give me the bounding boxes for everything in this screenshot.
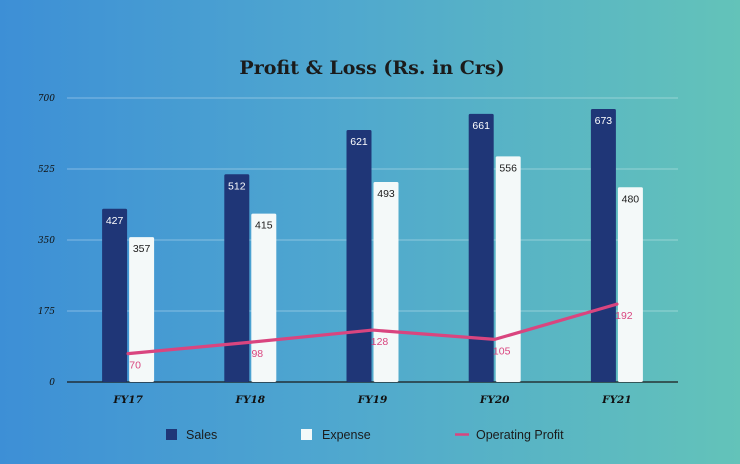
- x-tick-label: FY17: [112, 394, 143, 406]
- data-label-sales: 427: [106, 215, 124, 227]
- operating-profit-line: [126, 302, 619, 356]
- data-label-operating-profit: 128: [371, 336, 389, 348]
- bar-sales: [590, 108, 616, 382]
- y-axis-ticks: 0 175 350 525 700: [38, 94, 55, 388]
- y-tick-label: 350: [38, 236, 55, 246]
- y-tick-label: 0: [49, 378, 55, 388]
- x-tick-label: FY20: [479, 394, 510, 406]
- point-operating-profit: [126, 352, 130, 356]
- data-label-expense: 480: [622, 193, 640, 205]
- data-label-sales: 512: [228, 180, 246, 192]
- point-operating-profit: [371, 328, 374, 332]
- data-label-sales: 661: [472, 120, 490, 132]
- x-tick-label: FY18: [235, 394, 266, 406]
- bar-expense: [373, 181, 399, 382]
- legend-swatch-sales: [166, 429, 177, 440]
- bar-expense: [495, 156, 521, 382]
- grid-lines: [67, 97, 678, 383]
- chart-title: Profit & Loss (Rs. in Crs): [239, 57, 504, 79]
- legend: Sales Expense Operating Profit: [166, 428, 564, 442]
- data-label-sales: 673: [595, 115, 613, 127]
- data-label-operating-profit: 192: [615, 310, 633, 322]
- x-tick-label: FY19: [357, 394, 388, 406]
- data-label-sales: 621: [350, 136, 368, 148]
- y-tick-label: 700: [38, 94, 55, 104]
- bar-sales: [468, 113, 494, 382]
- point-operating-profit: [615, 302, 619, 306]
- x-tick-label: FY21: [601, 394, 632, 406]
- point-operating-profit: [248, 340, 252, 344]
- y-tick-label: 525: [38, 165, 55, 175]
- data-label-operating-profit: 105: [493, 345, 511, 357]
- legend-label-operating-profit: Operating Profit: [476, 428, 564, 442]
- data-label-operating-profit: 98: [251, 348, 263, 360]
- bar-expense: [617, 187, 643, 382]
- data-label-expense: 493: [377, 188, 395, 200]
- data-label-expense: 415: [255, 220, 273, 232]
- bar-expense: [129, 237, 155, 382]
- bar-sales: [346, 130, 372, 382]
- data-label-expense: 357: [133, 243, 151, 255]
- data-label-operating-profit: 70: [129, 360, 141, 372]
- bar-sales: [224, 174, 250, 382]
- legend-swatch-expense: [301, 429, 312, 440]
- point-operating-profit: [493, 337, 497, 341]
- data-label-expense: 556: [499, 162, 517, 174]
- y-tick-label: 175: [38, 307, 55, 317]
- bar-sales: [102, 208, 128, 382]
- legend-label-expense: Expense: [322, 428, 371, 442]
- legend-label-sales: Sales: [186, 428, 217, 442]
- bars: [102, 108, 643, 382]
- data-labels: 427 357 512 415 621 493 661 556 673 480 70 98 128 105…: [106, 115, 639, 372]
- x-axis-ticks: FY17 FY18 FY19 FY20 FY21: [112, 394, 631, 406]
